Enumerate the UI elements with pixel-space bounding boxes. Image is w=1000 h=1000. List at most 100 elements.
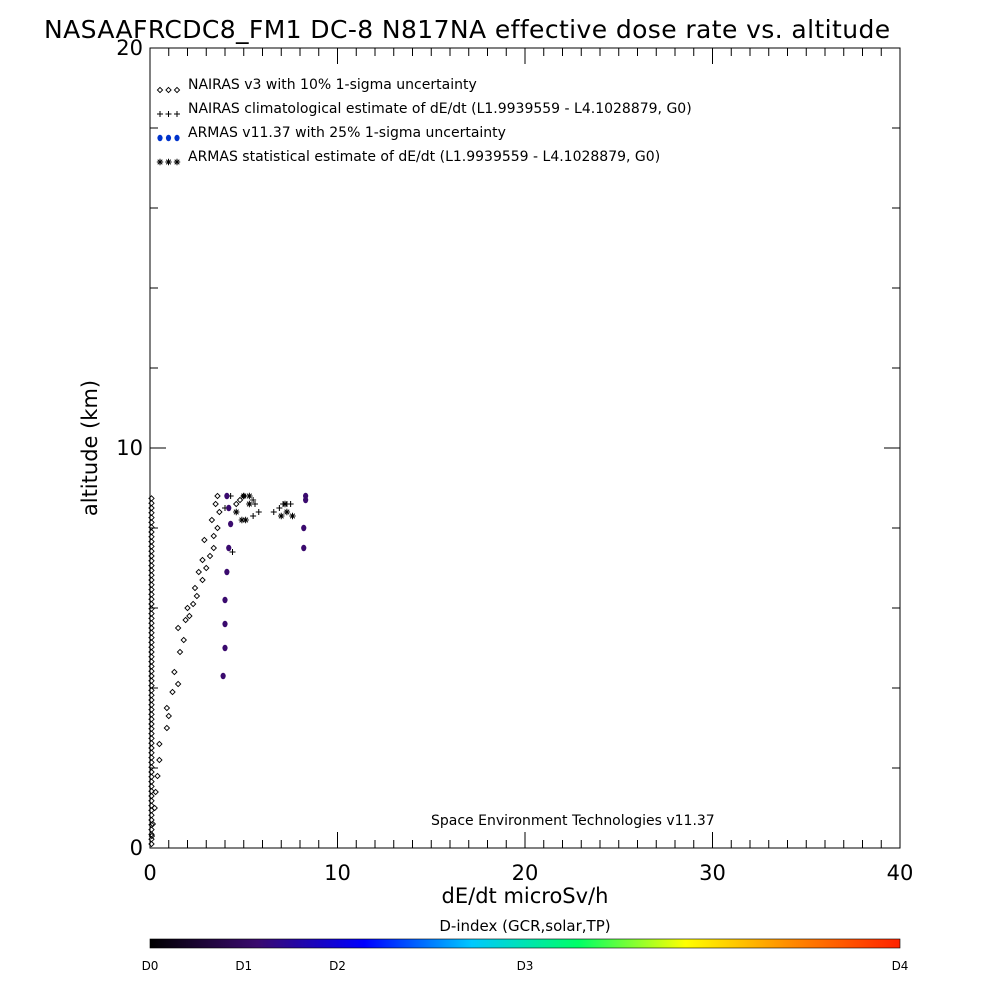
legend-marker-shape — [174, 111, 180, 117]
legend-label: NAIRAS v3 with 10% 1-sigma uncertainty — [188, 77, 477, 93]
data-point-near-zero-shape — [148, 754, 155, 761]
data-point-s2 — [229, 549, 236, 555]
data-point-near-zero — [148, 552, 155, 560]
data-point-near-zero-shape — [148, 519, 155, 526]
x-axis-title: dE/dt microSv/h — [442, 884, 609, 908]
data-point-s4-shape — [281, 500, 289, 508]
data-point-near-zero — [148, 595, 155, 603]
y-tick-label: 20 — [116, 36, 143, 60]
data-point-near-zero — [148, 663, 155, 670]
data-point-s3-shape — [222, 620, 228, 628]
data-point-near-zero-shape — [148, 586, 155, 593]
data-point-s1-shape — [216, 508, 223, 516]
legend-marker-shape — [156, 86, 164, 94]
data-point-s3 — [220, 672, 226, 680]
data-point-near-zero-shape — [148, 720, 155, 728]
data-point-near-zero-shape — [148, 831, 155, 838]
data-point-near-zero-shape — [148, 816, 155, 824]
data-point-near-zero — [148, 816, 155, 824]
data-point-s2 — [250, 513, 257, 519]
data-point-near-zero-shape — [148, 552, 155, 560]
data-point-near-zero-shape — [148, 629, 155, 637]
data-point-near-zero-shape — [148, 735, 155, 742]
data-point-near-zero — [148, 581, 155, 589]
data-point-near-zero-shape — [148, 792, 155, 800]
data-point-s4 — [283, 508, 291, 516]
data-point-s4 — [281, 500, 289, 508]
data-point-s3-shape — [303, 492, 309, 500]
legend-marker — [173, 86, 181, 94]
data-point-near-zero-shape — [148, 653, 155, 661]
data-point-s1-shape — [151, 804, 158, 812]
data-point-s1-shape — [214, 492, 221, 500]
data-point-near-zero — [148, 749, 155, 757]
data-point-near-zero — [148, 504, 155, 512]
data-point-s1-shape — [189, 600, 197, 608]
data-point-s1-shape — [171, 668, 178, 676]
x-tick-label: 0 — [143, 861, 156, 885]
data-point-s1-shape — [193, 592, 201, 600]
data-point-s1 — [163, 704, 171, 712]
data-point-s1 — [165, 712, 172, 720]
data-point-s3-shape — [222, 596, 228, 604]
data-point-s1 — [174, 624, 182, 632]
data-point-s1 — [180, 636, 187, 644]
data-point-near-zero-shape — [148, 749, 155, 757]
data-point-near-zero — [148, 687, 155, 694]
data-point-near-zero-shape — [148, 648, 155, 656]
data-point-near-zero-shape — [148, 821, 155, 829]
data-point-near-zero — [148, 711, 155, 718]
data-point-near-zero-shape — [148, 571, 155, 579]
data-point-s4 — [246, 500, 253, 508]
data-point-s1-shape — [169, 688, 176, 696]
data-point-s3 — [226, 544, 232, 552]
data-marks — [148, 492, 309, 848]
data-point-s1 — [210, 544, 217, 552]
data-point-near-zero-shape — [148, 528, 155, 536]
legend-marker-shape — [174, 134, 180, 142]
data-point-s1-shape — [174, 624, 182, 632]
data-point-near-zero-shape — [148, 562, 155, 569]
data-point-near-zero — [148, 495, 155, 502]
data-point-s1 — [206, 552, 214, 560]
data-point-s1-shape — [195, 568, 202, 576]
data-point-s1-shape — [184, 604, 191, 612]
data-point-s1 — [212, 500, 219, 508]
data-point-s1-shape — [201, 536, 208, 544]
data-point-s1 — [236, 496, 244, 504]
data-point-near-zero — [148, 763, 155, 771]
data-point-near-zero — [148, 538, 155, 545]
data-point-s1-shape — [199, 576, 206, 584]
data-point-near-zero — [148, 519, 155, 526]
data-point-near-zero-shape — [148, 547, 155, 555]
colorbar-label: D2 — [329, 959, 346, 973]
data-point-s2 — [270, 509, 277, 515]
data-point-near-zero — [148, 691, 155, 699]
near-zero-marks — [148, 495, 155, 848]
x-tick-label: 10 — [324, 861, 351, 885]
data-point-near-zero — [148, 677, 155, 685]
data-point-s3-shape — [226, 544, 232, 552]
colorbar-title: D-index (GCR,solar,TP) — [439, 917, 610, 935]
data-point-s1-shape — [214, 524, 221, 532]
legend-marker-shape — [165, 111, 172, 117]
data-point-s3 — [224, 492, 230, 500]
data-point-near-zero-shape — [148, 514, 155, 521]
data-point-near-zero-shape — [148, 807, 155, 814]
data-point-near-zero-shape — [148, 783, 155, 790]
data-point-s2 — [252, 501, 258, 507]
data-point-near-zero-shape — [148, 615, 155, 622]
data-point-s2-shape — [287, 501, 294, 507]
data-point-near-zero-shape — [148, 643, 155, 651]
data-point-near-zero-shape — [148, 773, 155, 781]
chart-title: NASAAFRCDC8_FM1 DC-8 N817NA effective do… — [44, 15, 891, 44]
data-point-near-zero — [148, 759, 155, 766]
data-point-near-zero — [148, 658, 155, 665]
data-point-s3-shape — [220, 672, 226, 680]
legend-marker-shape — [156, 158, 164, 166]
data-point-near-zero — [148, 605, 155, 613]
data-point-near-zero — [148, 792, 155, 800]
data-point-s2-shape — [229, 549, 236, 555]
data-point-near-zero — [148, 523, 155, 531]
